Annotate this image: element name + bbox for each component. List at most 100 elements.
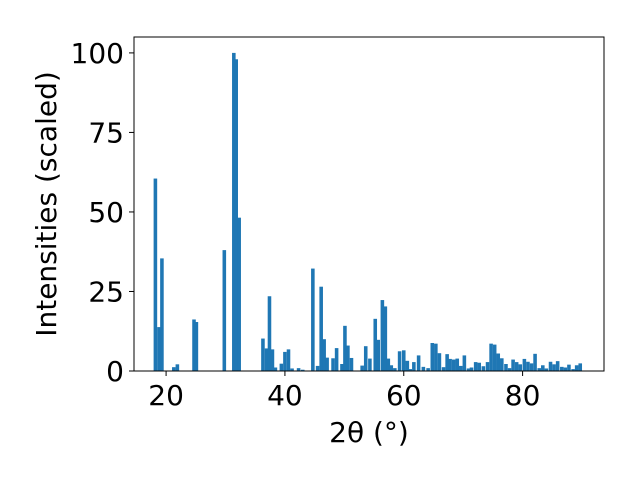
bar xyxy=(544,368,549,371)
bar xyxy=(469,367,474,371)
bar xyxy=(397,351,402,371)
bars xyxy=(153,52,583,372)
bar xyxy=(408,369,413,371)
bar xyxy=(466,368,471,371)
bar xyxy=(290,368,294,371)
bar xyxy=(500,358,504,371)
bar xyxy=(473,362,478,371)
bar xyxy=(222,250,227,371)
bar xyxy=(393,368,397,371)
bar xyxy=(349,357,354,371)
bar xyxy=(526,361,530,371)
bar xyxy=(426,368,430,371)
bar xyxy=(160,258,164,371)
bar xyxy=(340,364,344,371)
bar xyxy=(445,354,449,371)
bar xyxy=(343,325,347,371)
bar xyxy=(560,366,564,371)
bar xyxy=(386,358,391,371)
bar xyxy=(376,339,380,371)
bar xyxy=(434,343,438,371)
bar xyxy=(283,351,287,371)
bar xyxy=(555,361,560,371)
x-axis-ticks: 20 40 60 80 xyxy=(148,371,540,412)
bar xyxy=(571,369,575,371)
x-tick-label: 20 xyxy=(148,379,184,412)
x-tick-label: 60 xyxy=(386,379,422,412)
bar xyxy=(522,358,527,371)
bar xyxy=(552,364,556,371)
bar xyxy=(574,365,579,371)
bar xyxy=(237,217,241,371)
bar xyxy=(325,357,329,371)
x-tick-label: 40 xyxy=(267,379,303,412)
x-axis-label: 2θ (°) xyxy=(329,416,409,449)
bar xyxy=(421,366,426,371)
bar xyxy=(380,300,385,371)
bar xyxy=(264,348,269,371)
bar xyxy=(548,361,553,371)
y-tick-label: 100 xyxy=(71,37,124,70)
bar xyxy=(567,364,571,371)
bar xyxy=(153,178,158,371)
bar xyxy=(311,268,315,371)
bar xyxy=(192,319,196,371)
y-axis-ticks: 0 25 50 75 100 xyxy=(71,37,134,388)
y-tick-label: 50 xyxy=(88,196,124,229)
bar xyxy=(261,338,265,371)
bar xyxy=(363,346,368,371)
bar xyxy=(529,363,534,371)
bar xyxy=(368,358,372,371)
bar xyxy=(389,365,394,371)
bar xyxy=(172,367,176,371)
bar xyxy=(405,360,410,371)
bar xyxy=(279,363,284,371)
bar xyxy=(270,349,275,371)
bar xyxy=(267,296,272,371)
bar xyxy=(477,362,482,371)
bar xyxy=(322,339,326,371)
bar xyxy=(319,286,323,371)
bar xyxy=(401,350,406,371)
bar xyxy=(492,344,497,371)
bar xyxy=(504,364,508,371)
bar xyxy=(578,363,583,371)
bar xyxy=(373,318,378,371)
bar xyxy=(331,358,335,371)
bar xyxy=(441,367,446,371)
bar xyxy=(430,343,435,371)
bar xyxy=(346,345,350,371)
bar xyxy=(194,322,199,371)
bar xyxy=(511,359,515,371)
bar xyxy=(563,367,568,371)
bar xyxy=(234,59,238,372)
y-tick-label: 0 xyxy=(106,355,124,388)
bar xyxy=(455,358,460,371)
bar xyxy=(383,306,388,371)
bar xyxy=(533,353,537,371)
bar xyxy=(514,362,519,371)
bar xyxy=(296,368,301,371)
bar xyxy=(518,364,523,371)
x-tick-label: 80 xyxy=(505,379,541,412)
bar xyxy=(448,358,452,371)
y-axis-label: Intensities (scaled) xyxy=(30,71,63,337)
bar xyxy=(412,362,416,371)
bar xyxy=(485,362,490,371)
bar xyxy=(462,355,467,371)
bar xyxy=(286,349,291,371)
y-tick-label: 25 xyxy=(88,275,124,308)
bar xyxy=(459,365,463,371)
bar xyxy=(315,365,320,371)
bar xyxy=(232,52,236,372)
bar xyxy=(481,366,486,371)
y-tick-label: 75 xyxy=(88,116,124,149)
bar xyxy=(300,369,305,371)
bar xyxy=(541,365,545,371)
bar xyxy=(360,365,364,371)
bar xyxy=(273,367,278,371)
bar xyxy=(451,359,456,371)
bar xyxy=(437,353,442,371)
